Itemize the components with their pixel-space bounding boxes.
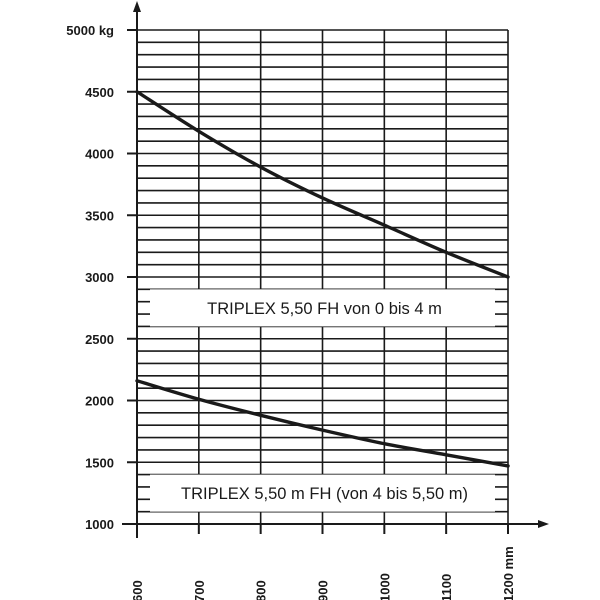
annotation-label: TRIPLEX 5,50 FH von 0 bis 4 m [207,300,442,318]
annotation-label: TRIPLEX 5,50 m FH (von 4 bis 5,50 m) [181,485,468,503]
y-tick-label: 5000 kg [66,23,114,38]
y-axis-arrow [133,1,141,12]
y-tick-label: 1500 [85,455,114,470]
x-tick-label: 1100 [439,574,454,600]
y-tick-label: 2500 [85,332,114,347]
annotation-bands [150,289,495,512]
y-tick-label: 4500 [85,85,114,100]
series-lines [135,90,510,468]
y-tick-label: 1000 [85,517,114,532]
annotation-band [150,289,495,327]
x-tick-label: 600 [130,580,145,600]
y-tick-label: 3500 [85,208,114,223]
x-tick-label: 1200 mm [501,546,516,600]
y-tick-label: 2000 [85,394,114,409]
y-tick-labels: 1000 1500 2000 2500 3000 3500 4000 4500 5000 kg [66,23,114,532]
x-tick-label: 700 [192,580,207,600]
annotation-band [150,474,495,512]
y-tick-label: 3000 [85,270,114,285]
x-tick-label: 1000 [377,573,392,600]
axes [122,1,549,538]
x-axis-arrow [538,520,549,528]
y-tick-label: 4000 [85,147,114,162]
annotation-labels: TRIPLEX 5,50 FH von 0 bis 4 m TRIPLEX 5,5… [181,300,468,503]
x-tick-labels: 600 700 800 900 1000 1100 1200 mm [130,546,516,600]
x-tick-label: 900 [316,580,331,600]
series-1-line [135,90,510,279]
series-2-line [135,379,510,468]
grid [136,29,509,524]
x-tick-label: 800 [254,580,269,600]
